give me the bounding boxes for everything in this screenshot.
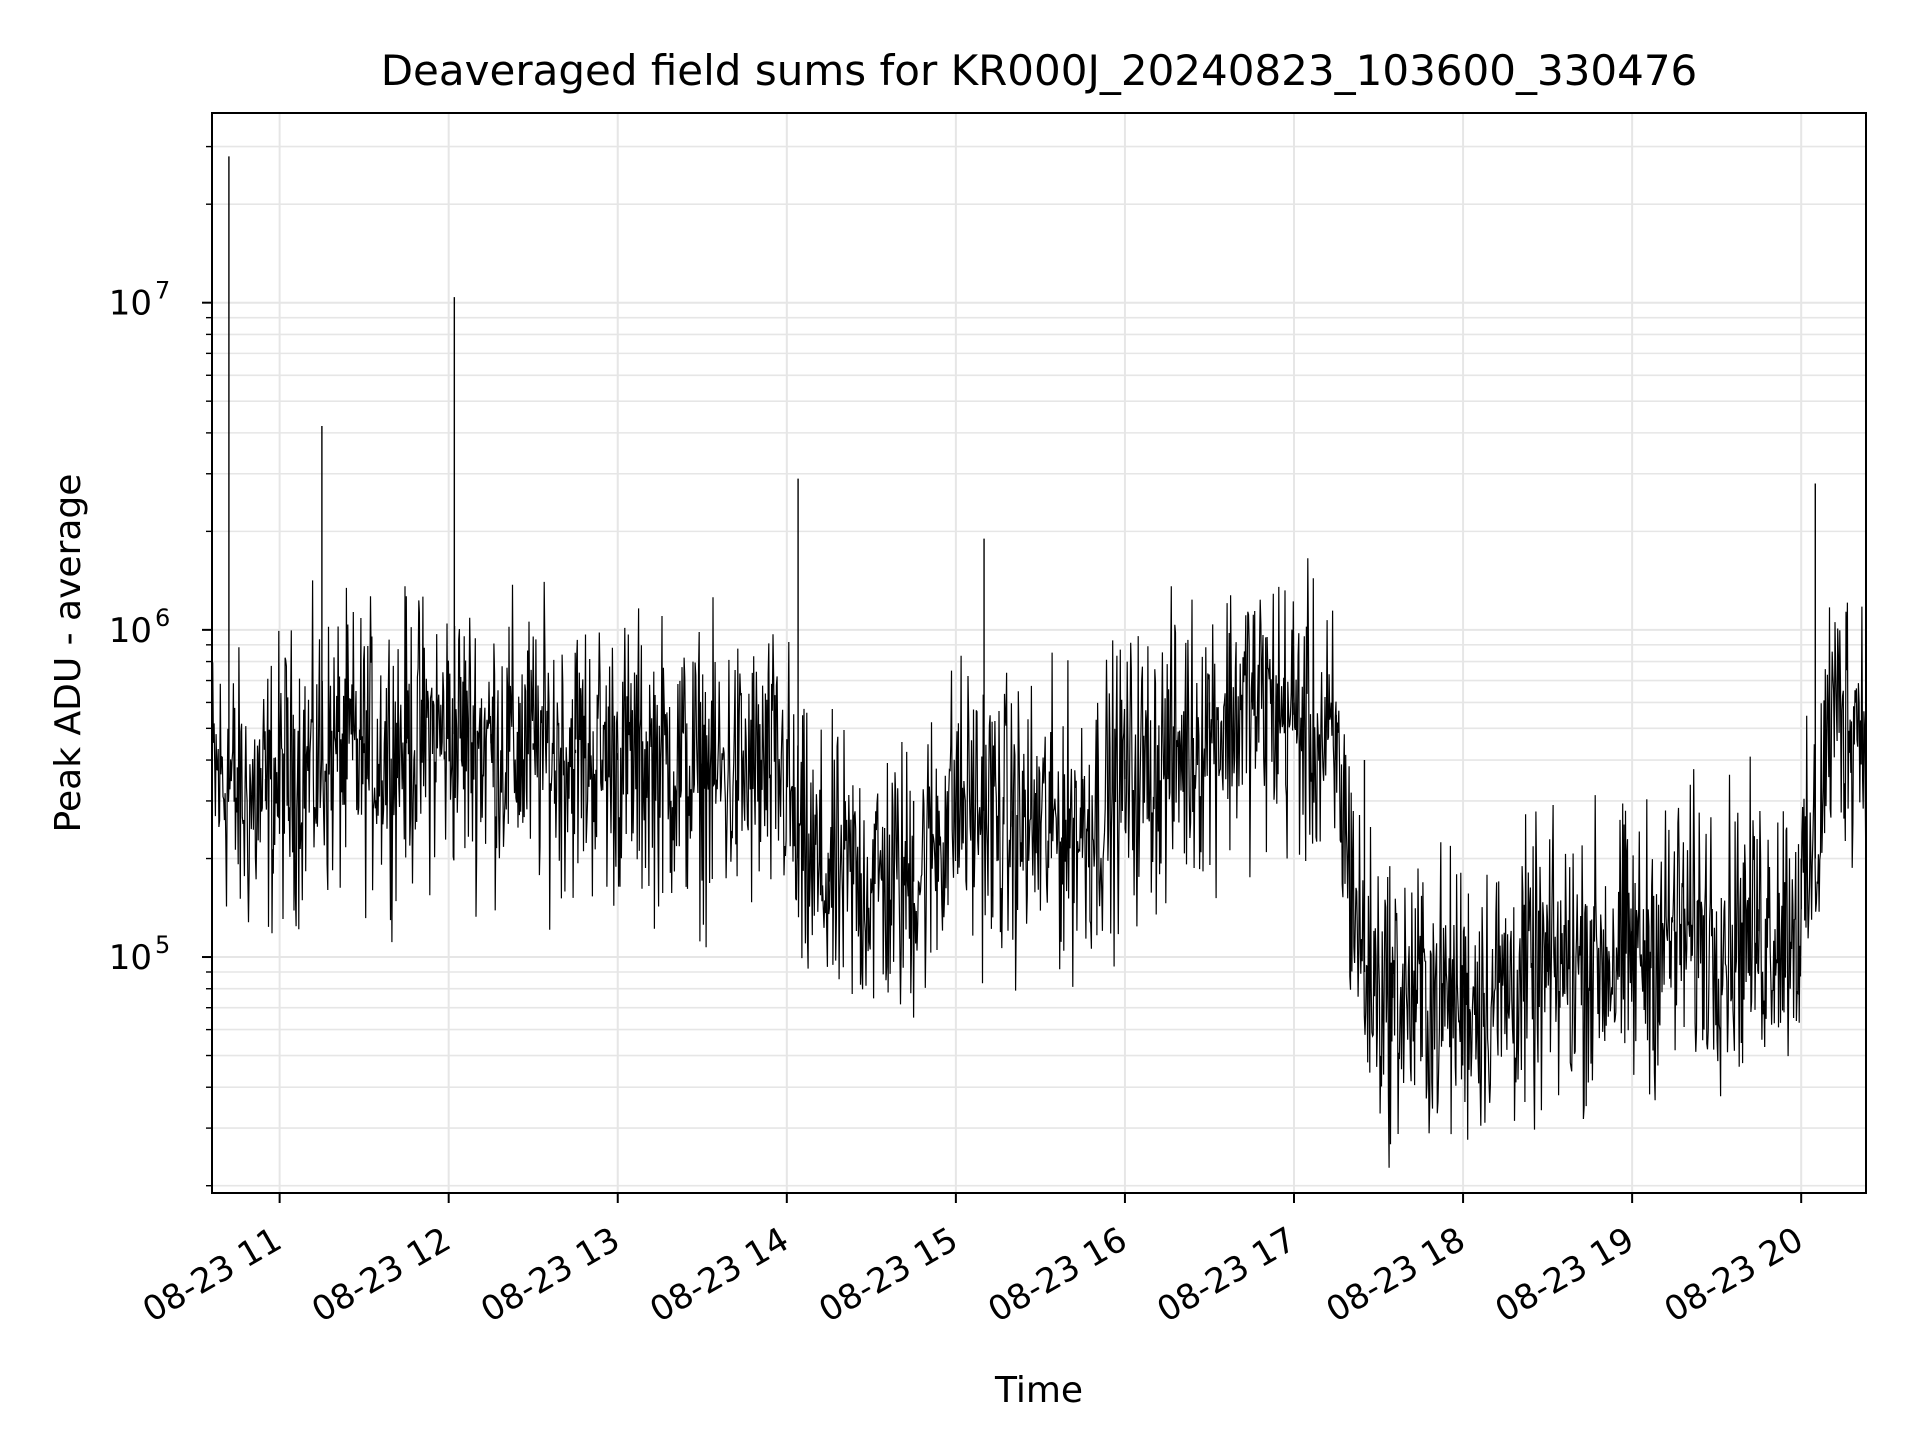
series-lines (211, 156, 1867, 1168)
series-trace (211, 558, 1867, 1168)
y-tick-exponent: 6 (155, 604, 170, 632)
x-axis-label: Time (994, 1370, 1083, 1411)
y-tick-label: 10 (109, 938, 152, 978)
chart-title: Deaveraged field sums for KR000J_2024082… (381, 46, 1698, 95)
y-tick-label: 10 (109, 611, 152, 651)
tick-marks (202, 145, 1803, 1203)
y-tick-exponent: 7 (155, 277, 170, 305)
y-axis-label: Peak ADU - average (48, 474, 89, 833)
y-tick-exponent: 5 (155, 931, 170, 959)
y-tick-label: 10 (109, 284, 152, 324)
plot-frame (211, 112, 1867, 1194)
